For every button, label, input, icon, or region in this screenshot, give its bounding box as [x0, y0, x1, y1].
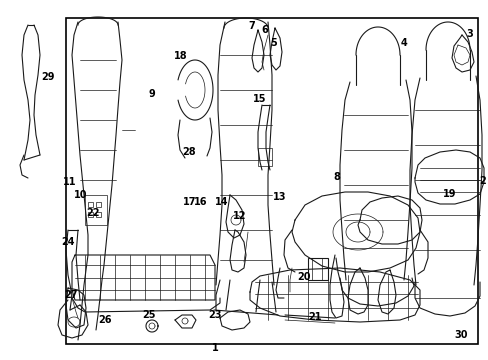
Text: 15: 15 — [253, 94, 266, 104]
Text: 12: 12 — [233, 211, 246, 221]
Bar — [307, 258, 327, 280]
Text: 4: 4 — [400, 38, 407, 48]
Text: 6: 6 — [261, 25, 268, 35]
Text: 30: 30 — [453, 330, 467, 340]
Text: 21: 21 — [307, 312, 321, 322]
Text: 9: 9 — [148, 89, 155, 99]
Bar — [66, 18, 477, 344]
Bar — [85, 195, 107, 225]
Text: 8: 8 — [333, 172, 340, 182]
Bar — [88, 212, 93, 217]
Text: 1: 1 — [211, 343, 218, 353]
Text: 14: 14 — [215, 197, 228, 207]
Text: 23: 23 — [208, 310, 221, 320]
Text: 18: 18 — [174, 51, 187, 61]
Text: 2: 2 — [479, 176, 486, 186]
Text: 19: 19 — [442, 189, 456, 199]
Bar — [88, 202, 93, 207]
Text: 13: 13 — [273, 192, 286, 202]
Text: 26: 26 — [98, 315, 112, 325]
Bar — [258, 148, 271, 166]
Text: 7: 7 — [248, 21, 255, 31]
Text: 24: 24 — [61, 237, 75, 247]
Text: 3: 3 — [466, 29, 472, 39]
Text: 29: 29 — [41, 72, 55, 82]
Text: 22: 22 — [86, 208, 100, 218]
Bar — [96, 212, 101, 217]
Text: 10: 10 — [74, 190, 87, 200]
Text: 11: 11 — [63, 177, 77, 187]
Text: 27: 27 — [64, 290, 78, 300]
Text: 5: 5 — [270, 38, 277, 48]
Text: 25: 25 — [142, 310, 156, 320]
Text: 17: 17 — [183, 197, 196, 207]
Text: 16: 16 — [194, 197, 207, 207]
Text: 28: 28 — [182, 147, 195, 157]
Text: 20: 20 — [297, 272, 310, 282]
Bar — [96, 202, 101, 207]
